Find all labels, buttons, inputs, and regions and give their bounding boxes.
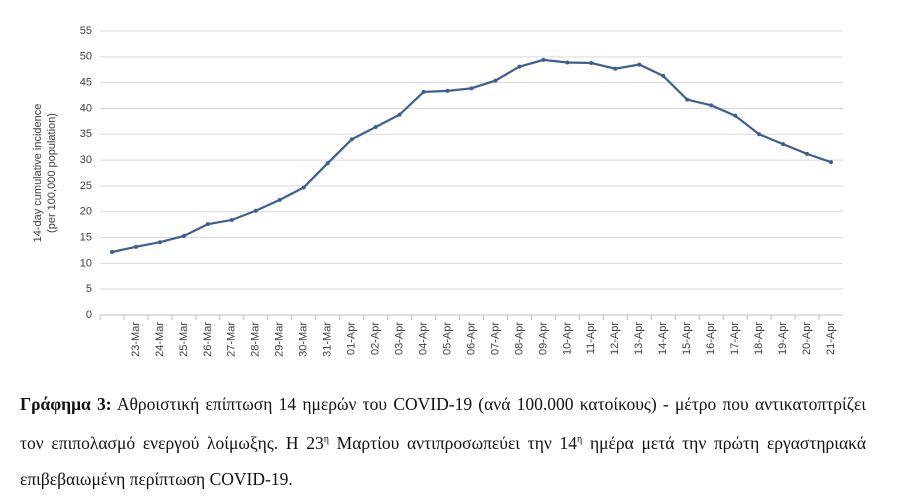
point	[133, 244, 138, 249]
point	[709, 103, 714, 108]
point	[565, 60, 570, 65]
point	[421, 89, 426, 94]
x-tick-label: 07-Apr	[489, 322, 501, 355]
point	[541, 57, 546, 62]
point	[829, 160, 834, 165]
y-tick-label: 20	[80, 206, 92, 218]
point	[757, 132, 762, 137]
point	[661, 73, 666, 78]
x-tick-label: 17-Apr	[729, 322, 741, 355]
point	[277, 197, 282, 202]
caption: Γράφημα 3: Αθροιστική επίπτωση 14 ημερών…	[20, 386, 866, 497]
y-tick-label: 15	[80, 231, 92, 243]
point	[373, 125, 378, 130]
point	[733, 113, 738, 118]
chart: 14-day cumulative incidence (per 100,000…	[32, 25, 843, 357]
point	[157, 240, 162, 245]
x-tick-label: 01-Apr	[346, 322, 358, 355]
point	[229, 217, 234, 222]
x-tick-label: 02-Apr	[370, 322, 382, 355]
point	[637, 62, 642, 67]
y-axis-label: (per 100,000 population)	[46, 113, 58, 233]
x-tick-label: 14-Apr	[657, 322, 669, 355]
y-tick-label: 55	[80, 25, 92, 37]
point	[517, 64, 522, 69]
x-tick-label: 05-Apr	[441, 322, 453, 355]
y-axis-label: 14-day cumulative incidence	[32, 104, 44, 243]
x-tick-label: 28-Mar	[250, 322, 262, 357]
point	[685, 97, 690, 102]
x-tick-label: 12-Apr	[609, 322, 621, 355]
x-tick-label: 04-Apr	[417, 322, 429, 355]
y-tick-label: 0	[86, 309, 92, 321]
x-tick-label: 27-Mar	[226, 322, 238, 357]
x-tick-label: 16-Apr	[705, 322, 717, 355]
x-tick-label: 15-Apr	[681, 322, 693, 355]
caption-text: Αθροιστική επίπτωση 14 ημερών του COVID-…	[20, 394, 867, 453]
caption-label: Γράφημα 3:	[20, 394, 112, 414]
x-tick-label: 20-Apr	[801, 322, 813, 355]
y-tick-label: 25	[80, 180, 92, 192]
point	[805, 151, 810, 156]
point	[253, 208, 258, 213]
point	[445, 88, 450, 93]
point	[493, 78, 498, 83]
x-tick-label: 19-Apr	[777, 322, 789, 355]
caption-text: ημέρα μετά την πρώτη εργαστηριακά επιβεβ…	[20, 432, 866, 489]
x-tick-label: 29-Mar	[274, 322, 286, 357]
point	[109, 250, 114, 255]
point	[205, 222, 210, 227]
y-tick-label: 50	[80, 51, 92, 63]
x-tick-label: 23-Mar	[130, 322, 142, 357]
x-tick-label: 11-Apr	[585, 322, 597, 355]
x-tick-label: 10-Apr	[561, 322, 573, 355]
superscript: η	[323, 434, 329, 445]
y-tick-label: 10	[80, 257, 92, 269]
x-tick-label: 31-Mar	[322, 322, 334, 357]
x-tick-label: 18-Apr	[753, 322, 765, 355]
point	[301, 185, 306, 190]
x-tick-label: 21-Apr	[825, 322, 837, 355]
point	[349, 137, 354, 142]
y-tick-label: 30	[80, 154, 92, 166]
y-tick-label: 5	[86, 283, 92, 295]
x-tick-label: 30-Mar	[298, 322, 310, 357]
x-tick-label: 06-Apr	[465, 322, 477, 355]
superscript: η	[577, 434, 583, 445]
y-tick-label: 35	[80, 128, 92, 140]
x-tick-label: 08-Apr	[513, 322, 525, 355]
y-tick-label: 40	[80, 102, 92, 114]
point	[589, 61, 594, 66]
y-tick-label: 45	[80, 77, 92, 89]
point	[325, 161, 330, 166]
x-tick-label: 26-Mar	[202, 322, 214, 357]
point	[469, 86, 474, 91]
x-tick-label: 13-Apr	[633, 322, 645, 355]
x-tick-label: 03-Apr	[394, 322, 406, 355]
x-tick-label: 09-Apr	[537, 322, 549, 355]
point	[397, 112, 402, 117]
caption-text: Μαρτίου αντιπροσωπεύει την 14	[328, 432, 578, 453]
point	[781, 142, 786, 147]
x-tick-label: 24-Mar	[154, 322, 166, 357]
x-tick-label: 25-Mar	[178, 322, 190, 357]
point	[181, 233, 186, 238]
point	[613, 66, 618, 71]
